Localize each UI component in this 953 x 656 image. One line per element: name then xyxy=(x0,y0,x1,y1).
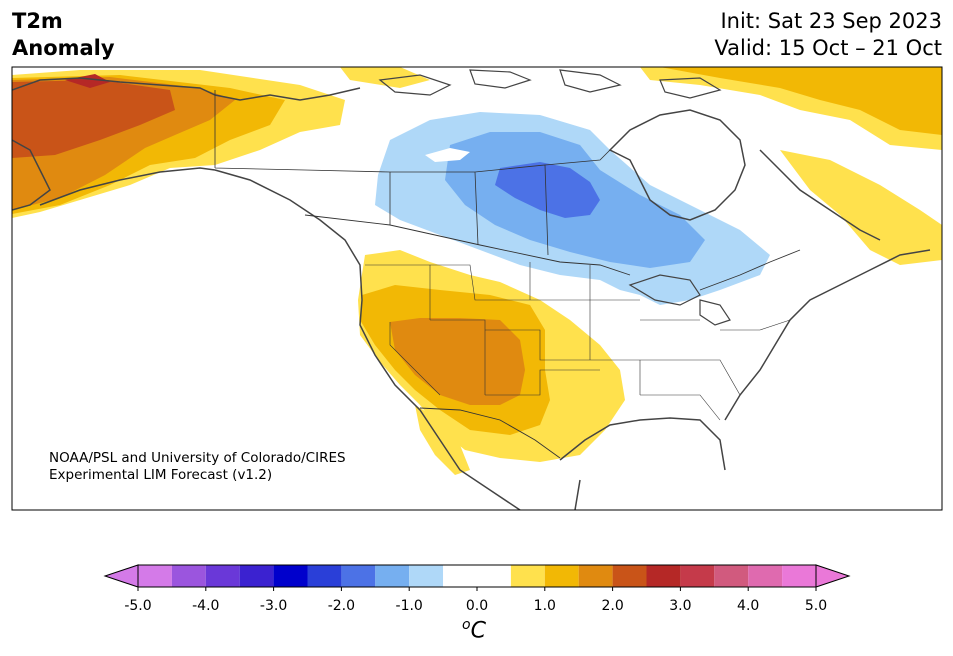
colorbar-under-arrow xyxy=(103,564,139,588)
colorbar-tick-label: 0.0 xyxy=(465,598,489,614)
alaska-anomaly-red xyxy=(65,74,110,88)
colorbar-bin xyxy=(239,565,274,587)
colorbar-bin xyxy=(171,565,206,587)
colorbar-ticks xyxy=(137,587,817,591)
us-state-borders xyxy=(365,262,791,421)
colorbar-bin xyxy=(307,565,342,587)
arctic-islands xyxy=(378,69,722,99)
init-date: Init: Sat 23 Sep 2023 xyxy=(720,9,942,33)
arctic-anomaly-yellow xyxy=(340,67,430,88)
colorbar-bin xyxy=(680,565,715,587)
colorbar-bin xyxy=(341,565,376,587)
colorbar-tick-label: 2.0 xyxy=(601,598,624,614)
labrador-anomaly-yellow xyxy=(780,150,942,265)
alaska-anomaly-red-orange xyxy=(12,80,175,158)
colorbar-bin xyxy=(273,565,308,587)
map-frame xyxy=(11,66,943,511)
units-celsius: C xyxy=(470,618,486,644)
units-degree: o xyxy=(462,617,471,633)
title-variable: T2m xyxy=(12,9,63,33)
colorbar-bin xyxy=(510,565,545,587)
title-anomaly: Anomaly xyxy=(12,36,115,60)
cold-anomaly-deep xyxy=(495,162,600,218)
colorbar-tick-label: -1.0 xyxy=(395,598,423,614)
greenland-anomaly-gold xyxy=(660,67,942,135)
colorbar-tick-label: 1.0 xyxy=(533,598,556,614)
colorbar-bin xyxy=(409,565,444,587)
colorbar-bin xyxy=(205,565,240,587)
atlantic-coastline xyxy=(724,149,931,421)
colorbar-tick-label: -2.0 xyxy=(327,598,356,614)
canada-province-borders xyxy=(214,90,611,256)
colorbar-units: oC xyxy=(462,617,486,643)
colorbar-bin xyxy=(443,565,511,587)
credit-text: NOAA/PSL and University of Colorado/CIRE… xyxy=(49,450,346,484)
colorbar-bin xyxy=(646,565,681,587)
cold-anomaly-white-hole xyxy=(425,148,470,162)
colorbar-bin xyxy=(138,565,172,587)
credit-line-1: NOAA/PSL and University of Colorado/CIRE… xyxy=(49,450,346,466)
valid-range: Valid: 15 Oct – 21 Oct xyxy=(714,36,942,60)
forecast-dates: Init: Sat 23 Sep 2023 Valid: 15 Oct – 21… xyxy=(714,8,942,62)
colorbar-bin xyxy=(748,565,783,587)
sw-anomaly-orange xyxy=(390,318,525,405)
geography-lines xyxy=(12,69,931,510)
colorbar-bin xyxy=(544,565,579,587)
colorbar-bin xyxy=(578,565,613,587)
colorbar-bin xyxy=(782,565,816,587)
alaska-coastline xyxy=(12,77,361,211)
hudson-bay-coastline xyxy=(608,109,746,221)
colorbar-bins xyxy=(103,564,851,588)
colorbar-bin xyxy=(612,565,647,587)
map-title: T2m Anomaly xyxy=(12,8,115,62)
colorbar-tick-label: 4.0 xyxy=(737,598,760,614)
colorbar-bin xyxy=(714,565,749,587)
anomaly-fields xyxy=(12,67,942,475)
colorbar-tick-label: -4.0 xyxy=(192,598,220,614)
pacific-coastline xyxy=(214,169,521,510)
great-lakes xyxy=(628,274,731,326)
colorbar-tick-label: 5.0 xyxy=(804,598,828,614)
us-mexico-border xyxy=(419,407,561,459)
colorbar-bin xyxy=(375,565,410,587)
colorbar-tick-label: 3.0 xyxy=(669,598,692,614)
credit-line-2: Experimental LIM Forecast (v1.2) xyxy=(49,467,273,483)
colorbar-tick-label: -5.0 xyxy=(124,598,152,614)
colorbar-tick-label: -3.0 xyxy=(259,598,288,614)
colorbar-over-arrow xyxy=(815,564,851,588)
gulf-coastline xyxy=(559,417,726,510)
us-canada-border xyxy=(304,214,801,291)
